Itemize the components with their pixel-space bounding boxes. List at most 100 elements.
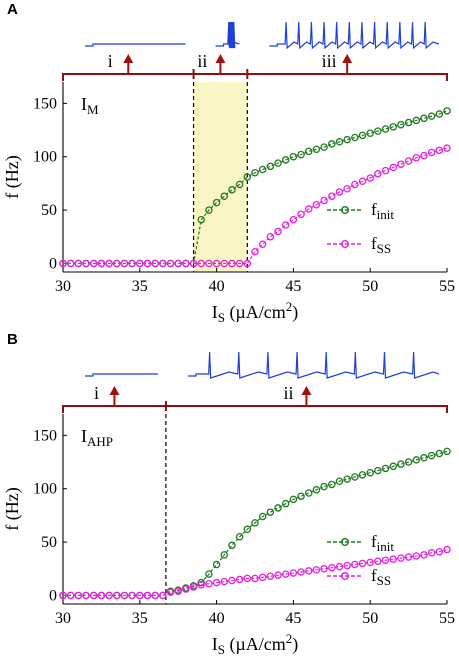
data-point [328, 140, 336, 148]
region-label: i [108, 51, 113, 71]
data-point [374, 466, 382, 475]
data-point [427, 148, 436, 157]
data-point [205, 570, 213, 578]
legend-entry: fSS [327, 234, 391, 256]
data-point [212, 560, 221, 569]
data-point [136, 591, 144, 600]
data-point [136, 259, 144, 268]
data-point [151, 591, 159, 600]
y-axis-label: f (Hz) [2, 155, 23, 198]
data-point [228, 186, 236, 194]
data-point [97, 591, 106, 600]
y-tick-label: 0 [49, 587, 57, 604]
series-finit [59, 107, 451, 268]
data-point [427, 549, 436, 557]
data-point [82, 591, 90, 600]
voltage-trace [269, 21, 440, 50]
data-point [243, 259, 252, 268]
data-point [335, 188, 344, 196]
region-bracket [62, 405, 448, 413]
data-point [143, 259, 152, 268]
data-point [228, 259, 236, 268]
data-point [435, 146, 444, 155]
data-point [251, 574, 259, 583]
data-point [328, 563, 336, 572]
data-point [320, 565, 328, 573]
data-point [220, 259, 229, 268]
data-point [243, 525, 252, 534]
data-point [205, 206, 213, 214]
data-point [281, 221, 290, 229]
legend-label: finit [371, 532, 394, 554]
current-label: IAHP [81, 426, 113, 449]
data-point [312, 486, 321, 494]
data-point [404, 553, 413, 561]
data-point [105, 591, 113, 600]
data-point [174, 259, 182, 268]
data-point [289, 495, 298, 504]
data-point [82, 259, 90, 268]
current-label: IM [81, 94, 99, 117]
region-label: i [94, 383, 99, 403]
data-point [374, 170, 382, 178]
region-label: iii [322, 51, 337, 71]
legend-name: f [371, 200, 377, 219]
data-point [435, 449, 444, 458]
data-point [374, 127, 382, 135]
region-label: ii [197, 51, 207, 71]
data-point [343, 135, 351, 144]
data-point [182, 585, 190, 593]
data-point [297, 210, 305, 219]
data-point [189, 583, 198, 591]
panel-letter: B [7, 331, 18, 348]
data-point [281, 499, 290, 508]
data-point [420, 551, 428, 559]
x-label-main: I [212, 634, 218, 654]
y-tick-label: 0 [49, 255, 57, 272]
data-point [366, 129, 374, 137]
data-point [435, 547, 444, 556]
data-point [389, 555, 397, 563]
data-point [159, 591, 167, 600]
data-point [366, 558, 374, 567]
data-point [443, 144, 451, 152]
data-point [297, 150, 305, 159]
data-point [397, 160, 405, 168]
data-point [89, 591, 98, 600]
data-point [258, 240, 267, 248]
x-label-sup: 2 [286, 631, 293, 646]
legend-marker [341, 538, 350, 547]
data-point [397, 554, 405, 562]
data-point [74, 591, 83, 600]
data-point [274, 571, 282, 579]
data-point [113, 259, 121, 268]
data-point [320, 482, 328, 491]
region-label: ii [283, 383, 293, 403]
data-point [289, 152, 298, 161]
data-point [374, 557, 382, 566]
data-point [120, 259, 129, 268]
current-label-sub: AHP [87, 434, 113, 449]
data-point [389, 123, 397, 131]
x-label-sub: S [218, 310, 225, 325]
data-point [228, 576, 236, 585]
legend-marker [341, 239, 350, 248]
data-point [366, 468, 374, 477]
data-point [197, 578, 205, 587]
data-point [197, 581, 205, 589]
data-point [404, 118, 413, 127]
legend-entry: finit [327, 200, 394, 222]
x-label-close: ) [292, 302, 298, 323]
data-point [251, 168, 259, 177]
data-point [289, 215, 298, 224]
region-arrow-head [123, 54, 134, 63]
data-point [297, 568, 305, 576]
data-point [266, 233, 275, 241]
data-point [182, 259, 190, 268]
data-point [266, 162, 275, 171]
x-label-sub: S [218, 642, 225, 657]
region-arrow-head [109, 386, 120, 395]
data-point [397, 120, 405, 129]
data-point [351, 180, 359, 189]
